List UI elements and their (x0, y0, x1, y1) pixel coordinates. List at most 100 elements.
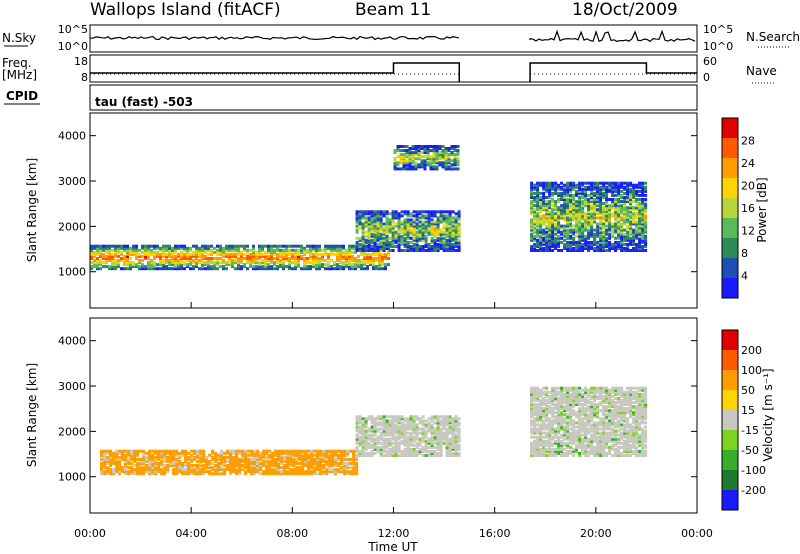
heatmap-cell (265, 468, 269, 472)
heatmap-cell (385, 234, 389, 238)
heatmap-cell (596, 439, 600, 443)
heatmap-cell (593, 193, 597, 197)
heatmap-cell (436, 415, 440, 419)
heatmap-cell (343, 464, 347, 467)
heatmap-cell (144, 265, 147, 269)
heatmap-cell (408, 163, 412, 167)
heatmap-cell (225, 261, 228, 265)
heatmap-cell (237, 267, 240, 271)
heatmap-cell (279, 263, 282, 267)
heatmap-cell (545, 394, 549, 398)
heatmap-cell (273, 250, 276, 254)
heatmap-cell (394, 415, 398, 419)
heatmap-cell (153, 254, 156, 258)
heatmap-cell (379, 454, 383, 457)
heatmap-cell (560, 421, 564, 425)
heatmap-cell (264, 254, 267, 258)
heatmap-cell (342, 250, 345, 254)
heatmap-cell (108, 267, 111, 271)
heatmap-cell (554, 390, 558, 394)
heatmap-cell (578, 452, 582, 455)
heatmap-cell (548, 226, 552, 230)
heatmap-cell (542, 423, 546, 427)
heatmap-cell (241, 468, 245, 472)
heatmap-cell (536, 431, 540, 435)
heatmap-cell (171, 246, 174, 250)
heatmap-cell (282, 252, 285, 256)
heatmap-cell (451, 220, 455, 224)
heatmap-cell (569, 212, 573, 216)
heatmap-cell (436, 427, 440, 431)
heatmap-cell (331, 457, 335, 461)
heatmap-cell (391, 216, 395, 220)
heatmap-cell (575, 245, 579, 248)
heatmap-cell (551, 216, 555, 220)
heatmap-cell (115, 453, 119, 457)
heatmap-cell (608, 185, 612, 189)
heatmap-cell (232, 464, 236, 467)
heatmap-cell (599, 249, 603, 252)
heatmap-cell (178, 455, 182, 459)
heatmap-cell (312, 252, 315, 256)
heatmap-cell (560, 439, 564, 443)
heatmap-cell (611, 226, 615, 230)
heatmap-cell (250, 466, 254, 470)
heatmap-cell (563, 437, 567, 441)
heatmap-cell (231, 263, 234, 267)
heatmap-cell (304, 457, 308, 461)
heatmap-cell (572, 208, 576, 212)
heatmap-cell (545, 439, 549, 443)
heatmap-cell (397, 226, 401, 230)
heatmap-cell (599, 423, 603, 427)
heatmap-cell (397, 214, 401, 218)
heatmap-cell (148, 459, 152, 463)
heatmap-cell (376, 210, 380, 214)
heatmap-cell (560, 185, 564, 189)
heatmap-cell (252, 248, 255, 252)
heatmap-cell (545, 216, 549, 220)
heatmap-cell (563, 443, 567, 447)
heatmap-cell (396, 161, 400, 165)
heatmap-cell (433, 429, 437, 433)
heatmap-cell (316, 468, 320, 472)
heatmap-cell (584, 388, 588, 392)
heatmap-cell (214, 464, 218, 467)
heatmap-cell (109, 459, 113, 463)
heatmap-cell (620, 230, 624, 234)
heatmap-cell (298, 453, 302, 457)
heatmap-cell (551, 429, 555, 433)
heatmap-cell (641, 212, 645, 216)
heatmap-cell (229, 459, 233, 463)
heatmap-cell (554, 189, 558, 193)
heatmap-cell (623, 214, 627, 218)
heatmap-cell (620, 236, 624, 240)
heatmap-cell (402, 145, 406, 148)
heatmap-cell (581, 429, 585, 433)
heatmap-cell (590, 191, 594, 195)
heatmap-cell (539, 181, 543, 185)
heatmap-cell (426, 155, 430, 159)
heatmap-cell (539, 226, 543, 230)
heatmap-cell (333, 246, 336, 250)
heatmap-cell (385, 224, 389, 228)
heatmap-cell (358, 443, 362, 447)
heatmap-cell (126, 244, 129, 248)
heatmap-cell (297, 250, 300, 254)
heatmap-cell (207, 263, 210, 267)
heatmap-cell (626, 249, 630, 252)
heatmap-cell (406, 443, 410, 447)
heatmap-cell (388, 236, 392, 240)
heatmap-cell (593, 413, 597, 417)
heatmap-cell (581, 206, 585, 210)
heatmap-cell (445, 214, 449, 218)
heatmap-cell (587, 398, 591, 402)
heatmap-cell (590, 452, 594, 455)
heatmap-cell (133, 472, 137, 476)
heatmap-cell (608, 236, 612, 240)
heatmap-cell (315, 250, 318, 254)
heatmap-cell (259, 462, 263, 465)
heatmap-cell (319, 470, 323, 474)
heatmap-cell (324, 248, 327, 252)
heatmap-cell (578, 222, 582, 226)
heatmap-cell (548, 433, 552, 437)
